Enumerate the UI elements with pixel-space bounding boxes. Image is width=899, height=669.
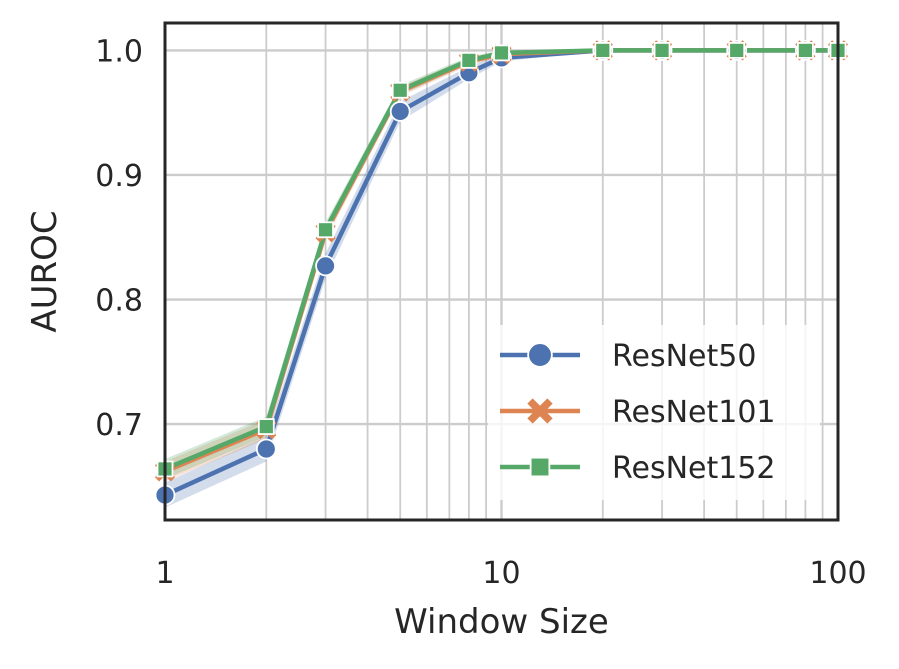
data-point bbox=[527, 342, 553, 368]
legend: ResNet50 ResNet101 ResNet152 bbox=[488, 325, 820, 500]
confidence-band bbox=[165, 50, 838, 508]
legend-label: ResNet152 bbox=[612, 451, 776, 486]
y-tick-label: 1.0 bbox=[95, 34, 143, 69]
data-point bbox=[796, 42, 814, 59]
y-tick-label: 0.7 bbox=[95, 408, 143, 443]
x-tick-label: 100 bbox=[809, 556, 866, 591]
y-tick-label: 0.8 bbox=[95, 284, 143, 319]
legend-label: ResNet101 bbox=[612, 395, 776, 430]
x-tick-label: 10 bbox=[482, 556, 520, 591]
data-point bbox=[389, 101, 411, 122]
confidence-band bbox=[165, 50, 838, 479]
y-axis-label: AUROC bbox=[25, 210, 65, 332]
plot-frame bbox=[163, 21, 840, 522]
data-point bbox=[529, 456, 551, 478]
data-point bbox=[460, 51, 478, 69]
marker-stroke bbox=[527, 398, 553, 424]
data-point bbox=[315, 255, 336, 277]
data-point bbox=[255, 438, 277, 460]
tick-labels: 1 10 100 0.7 0.8 0.9 1.0 bbox=[95, 34, 866, 591]
x-axis-label: Window Size bbox=[394, 602, 609, 642]
data-point bbox=[257, 418, 275, 435]
data-point bbox=[527, 398, 553, 424]
confidence-band bbox=[165, 50, 838, 482]
data-point bbox=[391, 81, 409, 99]
data-point bbox=[728, 42, 746, 59]
x-tick-label: 1 bbox=[155, 556, 174, 591]
y-tick-label: 0.9 bbox=[95, 159, 143, 194]
confidence-bands bbox=[165, 50, 838, 508]
data-point bbox=[594, 42, 612, 59]
legend-label: ResNet50 bbox=[612, 339, 756, 374]
data-point bbox=[653, 42, 671, 59]
data-point bbox=[493, 44, 510, 62]
data-point bbox=[317, 221, 334, 239]
series-markers bbox=[154, 40, 849, 506]
